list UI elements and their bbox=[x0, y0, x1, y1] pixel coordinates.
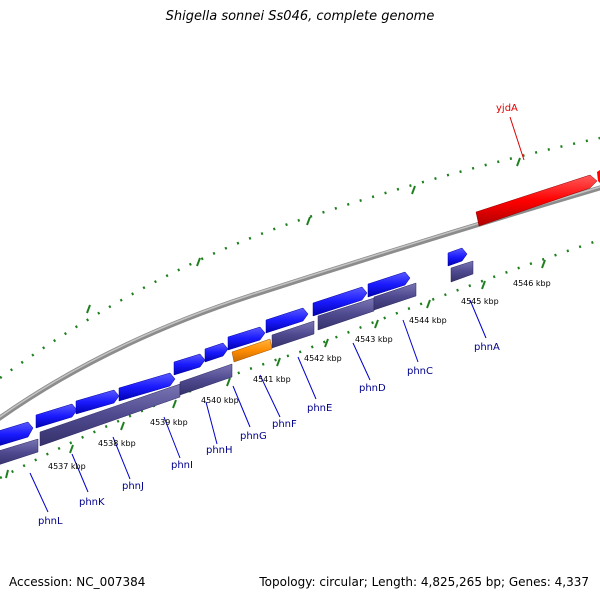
major-tick bbox=[324, 338, 329, 348]
leader-line bbox=[112, 436, 131, 480]
major-ticks bbox=[5, 157, 546, 479]
tick-label: 4542 kbp bbox=[304, 354, 342, 363]
gene-label: phnE bbox=[307, 403, 332, 414]
gene-block-reverse[interactable] bbox=[0, 438, 39, 466]
major-tick bbox=[411, 185, 416, 195]
inner-tick-ring bbox=[0, 238, 600, 480]
gene-label: phnH bbox=[206, 445, 233, 456]
major-tick bbox=[541, 259, 546, 269]
gene-arrow-forward[interactable] bbox=[35, 403, 78, 429]
gene-arrow-forward[interactable] bbox=[173, 353, 206, 376]
major-tick bbox=[86, 304, 91, 314]
gene-arrow-forward[interactable] bbox=[367, 271, 411, 298]
leader-line bbox=[402, 319, 419, 363]
leader-line bbox=[297, 356, 317, 400]
leader-line bbox=[352, 342, 371, 381]
kbp-labels: 4537 kbp 4538 kbp 4539 kbp 4540 kbp 4541… bbox=[48, 279, 551, 471]
major-tick bbox=[69, 444, 74, 454]
gene-block-reverse[interactable] bbox=[39, 383, 181, 447]
forward-strand-genes bbox=[0, 247, 468, 447]
gene-label: phnC bbox=[407, 366, 433, 377]
gene-label: phnJ bbox=[122, 481, 144, 492]
genome-summary: Topology: circular; Length: 4,825,265 bp… bbox=[259, 575, 589, 589]
backbone-ring-highlight bbox=[0, 186, 600, 418]
gene-arrow-forward[interactable] bbox=[0, 421, 34, 447]
major-tick bbox=[426, 299, 431, 309]
gene-label: phnI bbox=[171, 460, 193, 471]
tick-label: 4539 kbp bbox=[150, 418, 188, 427]
gene-arrow-forward[interactable] bbox=[227, 326, 266, 351]
tick-label: 4546 kbp bbox=[513, 279, 551, 288]
major-tick bbox=[516, 157, 521, 167]
gene-labels: phnL phnK phnJ phnI phnH phnG phnF phnE … bbox=[38, 103, 518, 527]
major-tick bbox=[120, 421, 125, 431]
map-title: Shigella sonnei Ss046, complete genome bbox=[165, 9, 435, 24]
gene-label: phnA bbox=[474, 342, 500, 353]
tick-label: 4545 kbp bbox=[461, 297, 499, 306]
major-tick bbox=[172, 399, 177, 409]
major-tick bbox=[374, 319, 379, 329]
tick-label: 4544 kbp bbox=[409, 316, 447, 325]
major-tick bbox=[5, 469, 9, 479]
accession-label: Accession: NC_007384 bbox=[9, 575, 146, 589]
gene-label: phnG bbox=[240, 431, 267, 442]
major-tick bbox=[196, 257, 201, 267]
tick-label: 4543 kbp bbox=[355, 335, 393, 344]
tick-label: 4537 kbp bbox=[48, 462, 86, 471]
gene-arrow-rna-continuation bbox=[597, 170, 600, 183]
outer-tick-ring bbox=[0, 136, 600, 380]
major-tick bbox=[481, 280, 486, 290]
major-tick bbox=[226, 377, 231, 387]
gene-label-rna: yjdA bbox=[496, 103, 518, 114]
gene-arrow-forward[interactable] bbox=[447, 247, 468, 267]
gene-block-reverse[interactable] bbox=[179, 363, 233, 396]
leader-line bbox=[163, 416, 181, 459]
reverse-strand-genes bbox=[0, 260, 474, 466]
gene-leader-lines bbox=[29, 299, 487, 513]
gene-arrow-rna[interactable] bbox=[475, 174, 598, 227]
gene-block-reverse[interactable] bbox=[271, 320, 315, 349]
gene-label: phnD bbox=[359, 383, 386, 394]
leader-line bbox=[205, 401, 218, 445]
gene-arrow-forward[interactable] bbox=[118, 372, 176, 402]
gene-label: phnK bbox=[79, 497, 105, 508]
gene-block-reverse[interactable] bbox=[317, 297, 375, 331]
tick-label: 4538 kbp bbox=[98, 439, 136, 448]
leader-line bbox=[232, 385, 251, 428]
gene-arrow-forward[interactable] bbox=[265, 307, 309, 334]
leader-line bbox=[469, 299, 487, 339]
tick-label: 4541 kbp bbox=[253, 375, 291, 384]
leader-line bbox=[259, 374, 281, 418]
leader-line-rna bbox=[509, 116, 525, 161]
gene-label: phnF bbox=[272, 419, 297, 430]
gene-arrow-forward[interactable] bbox=[75, 389, 120, 415]
gene-arrow-forward[interactable] bbox=[312, 286, 368, 317]
major-tick bbox=[276, 357, 281, 367]
gene-block-reverse[interactable] bbox=[450, 260, 474, 283]
gene-arrow-forward[interactable] bbox=[204, 342, 229, 363]
leader-line bbox=[71, 453, 89, 493]
major-tick bbox=[306, 216, 311, 226]
tick-label: 4540 kbp bbox=[201, 396, 239, 405]
gene-block-reverse[interactable] bbox=[373, 282, 417, 311]
gene-label: phnL bbox=[38, 516, 63, 527]
gene-block-highlight[interactable] bbox=[231, 338, 273, 363]
leader-line bbox=[29, 472, 49, 513]
